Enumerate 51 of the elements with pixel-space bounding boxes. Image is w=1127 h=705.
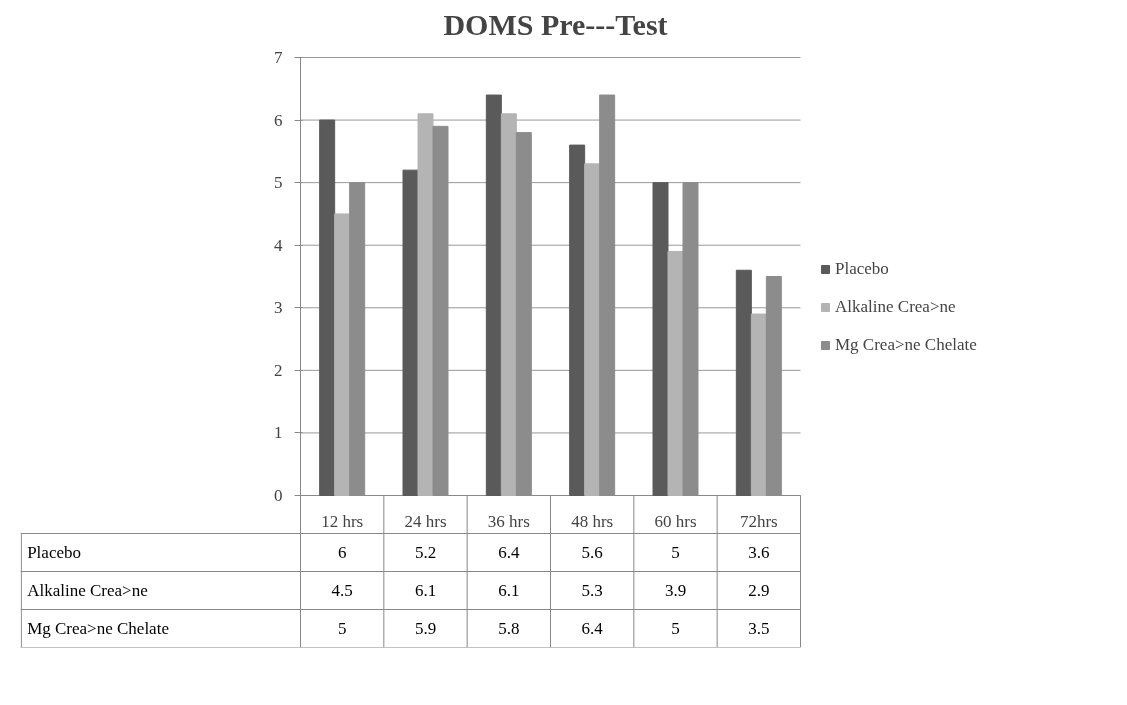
data-label: 5.6 — [581, 543, 603, 562]
text: Mg Crea>ne Chelate — [27, 619, 169, 638]
bar — [569, 144, 586, 496]
y-tick-label: 6 — [274, 110, 283, 130]
data-label: 3.9 — [664, 581, 687, 600]
data-label: 4.5 — [331, 581, 353, 600]
data-label: 5.3 — [581, 581, 603, 600]
data-label: 3.6 — [748, 543, 770, 562]
data-label: 6.1 — [414, 581, 437, 600]
x-tick-label: 12 hrs — [321, 511, 364, 531]
bar — [417, 113, 434, 496]
data-label: 5 — [337, 619, 347, 638]
bar — [500, 113, 517, 496]
y-tick-label: 1 — [274, 423, 283, 443]
x-tick-label: 24 hrs — [404, 511, 447, 531]
text: Placebo — [27, 543, 81, 562]
bar — [319, 119, 336, 496]
x-tick-label: 36 hrs — [487, 511, 530, 531]
data-label: 6 — [337, 543, 347, 562]
text: Alkaline Crea>ne — [27, 581, 148, 600]
bar — [402, 169, 419, 496]
data-label: 5.2 — [414, 543, 437, 562]
y-tick-label: 0 — [274, 486, 283, 505]
x-tick-label: 48 hrs — [571, 511, 614, 531]
bar — [750, 313, 767, 496]
bar — [334, 213, 351, 496]
legend-label: Mg Crea>ne Chelate — [835, 335, 977, 355]
y-tick-label: 3 — [274, 298, 283, 318]
chart-title: DOMS Pre---Test — [443, 7, 668, 41]
y-tick-label: 4 — [274, 235, 283, 255]
bar — [667, 250, 684, 496]
y-tick-label: 2 — [274, 360, 283, 380]
data-label: 3.5 — [748, 619, 770, 638]
data-label: 2.9 — [748, 581, 770, 600]
bar — [485, 94, 502, 496]
legend-label: Placebo — [835, 259, 889, 279]
data-label: 5.9 — [414, 619, 437, 638]
y-tick-label: 5 — [274, 173, 283, 193]
y-tick-label: 7 — [274, 48, 283, 67]
x-tick-label: 60 hrs — [654, 511, 697, 531]
bar — [652, 182, 669, 496]
data-label: 6.1 — [498, 581, 520, 600]
data-label: 5.8 — [498, 619, 520, 638]
x-tick-label: 72hrs — [739, 511, 778, 531]
data-label: 5 — [671, 543, 680, 562]
data-label: 6.4 — [581, 619, 604, 638]
legend-label: Alkaline Crea>ne — [835, 297, 956, 317]
data-label: 6.4 — [498, 543, 520, 562]
data-label: 5 — [671, 619, 680, 638]
bar — [584, 163, 601, 496]
bar — [735, 269, 752, 496]
